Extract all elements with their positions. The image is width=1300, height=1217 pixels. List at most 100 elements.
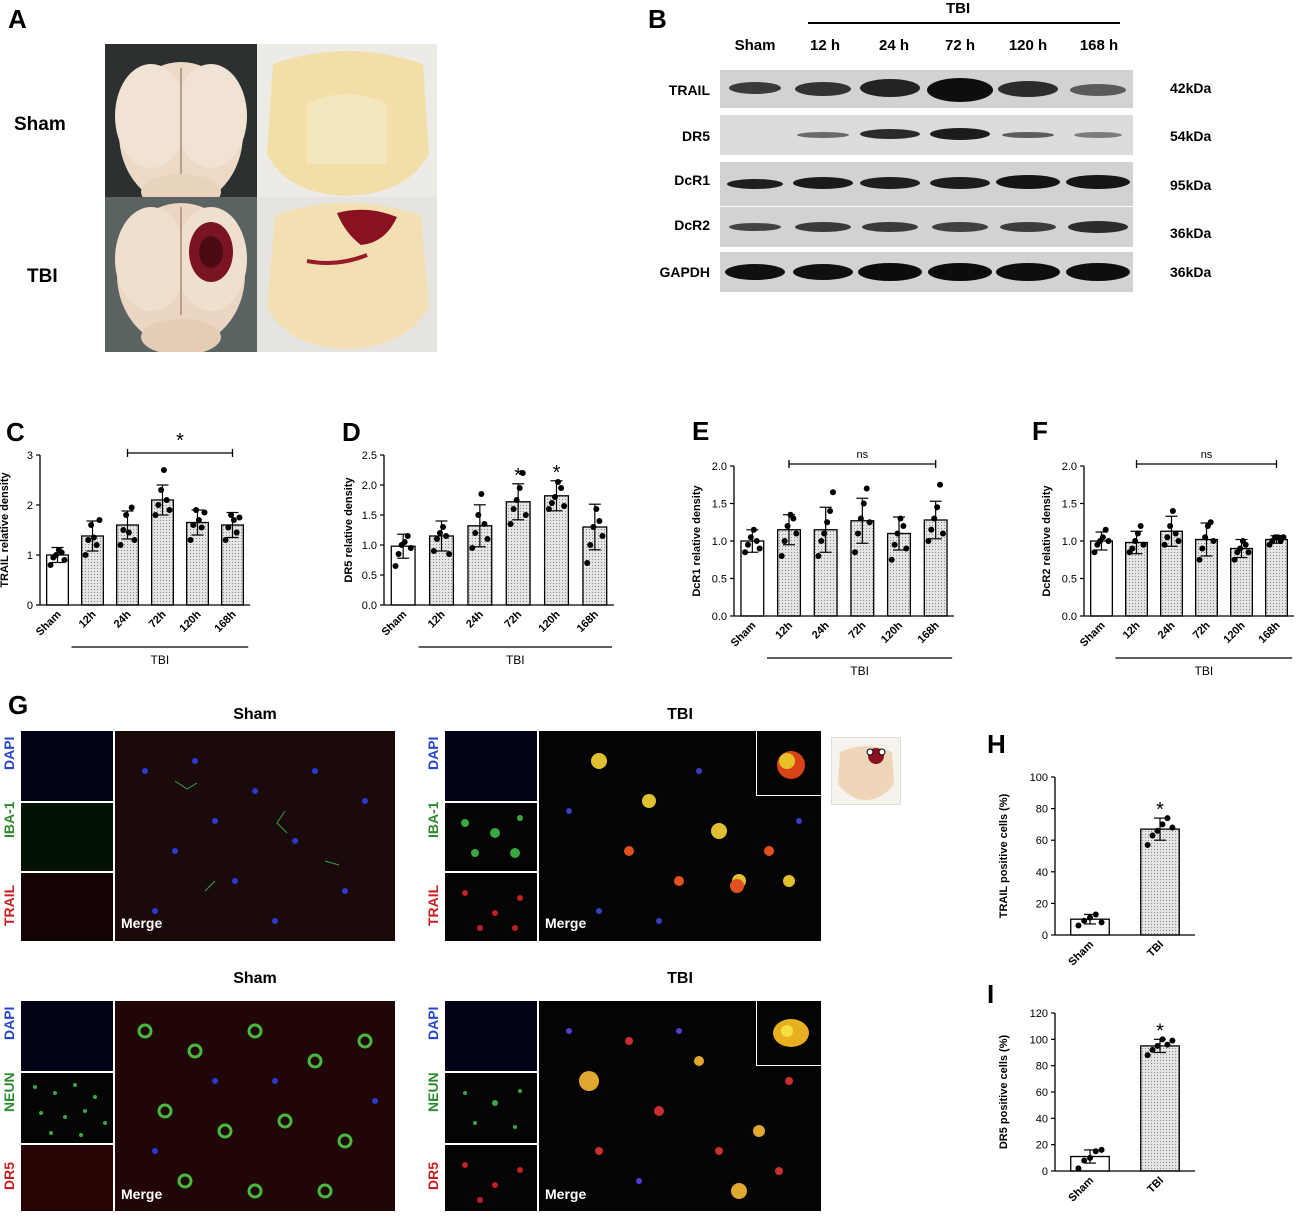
data-point (125, 529, 132, 536)
chart-e: E 0.0 0.5 1.0 1.5 2.0 DcR1 relative density Sha… (691, 416, 954, 678)
data-point (555, 479, 562, 485)
data-point (198, 524, 205, 531)
data-point (201, 509, 208, 516)
channel-label-dapi: DAPI (425, 1006, 441, 1040)
merge-label: Merge (545, 915, 587, 931)
data-point (484, 536, 491, 542)
data-point (854, 530, 861, 537)
y-tick-label: 80 (1036, 804, 1048, 816)
cell-dots (142, 758, 368, 924)
y-tick-label: 80 (1036, 1061, 1048, 1073)
data-point (436, 530, 443, 536)
data-point (395, 551, 402, 557)
micrograph-tbi-iba1 (444, 802, 538, 872)
data-point (222, 537, 229, 543)
data-point (852, 549, 859, 556)
data-point (90, 534, 97, 541)
data-point (1137, 523, 1144, 529)
data-point (827, 508, 834, 514)
data-point (747, 534, 754, 541)
data-point (860, 500, 867, 507)
group-label: TBI (850, 664, 869, 678)
chart-f: F 0.0 0.5 1.0 1.5 2.0 DcR2 relative density Sha… (1032, 416, 1294, 678)
title-top-right-tbi: TBI (667, 706, 693, 723)
data-point (510, 506, 517, 512)
data-point (596, 518, 603, 524)
data-point (866, 519, 873, 526)
data-point (815, 553, 822, 559)
data-point (1237, 545, 1244, 552)
x-tick-label: Sham (1066, 1174, 1096, 1204)
lane-label-sham: Sham (734, 37, 776, 54)
y-tick-label: 100 (1030, 772, 1048, 784)
data-point (1087, 914, 1093, 921)
micrograph-sham-iba1 (20, 802, 114, 872)
data-point (1199, 545, 1206, 552)
x-tick-label: Sham (1078, 619, 1108, 649)
x-tick-label: 120h (879, 619, 905, 645)
data-point (82, 552, 89, 558)
panel-label-h: H (987, 729, 1006, 759)
channel-label-dapi: DAPI (425, 736, 441, 770)
blot-label-dcr1: DcR1 (674, 172, 710, 188)
data-point (131, 537, 138, 543)
data-point (469, 545, 476, 551)
blot-strip-gapdh (720, 252, 1133, 292)
data-point (1075, 922, 1082, 929)
data-point (793, 530, 800, 537)
blot-strip-dcr2 (720, 207, 1133, 247)
micrograph-sham-trail (20, 872, 114, 942)
sig-star: * (553, 462, 561, 484)
data-point (790, 515, 797, 522)
x-tick-label: 120h (177, 608, 203, 634)
x-tick-label: 72h (847, 619, 869, 641)
data-point (821, 530, 828, 537)
sig-star: * (1156, 799, 1164, 821)
data-point (829, 489, 836, 496)
data-point (430, 548, 437, 554)
x-tick-label: 72h (502, 608, 524, 630)
data-point (784, 523, 791, 529)
title-bottom-left-sham: Sham (233, 970, 277, 987)
brain-slice-thumbnail (831, 737, 901, 805)
data-point (590, 524, 597, 530)
data-point (1169, 1037, 1176, 1044)
data-point (233, 529, 240, 536)
panel-label-d: D (342, 417, 361, 447)
x-tick-label: 24h (810, 619, 832, 641)
data-point (522, 512, 529, 518)
data-point (1207, 519, 1214, 526)
micrograph-tbi-dr5 (444, 1144, 538, 1212)
micrograph-sham-dapi (20, 730, 114, 802)
data-point (1154, 827, 1161, 834)
data-point (1196, 556, 1203, 563)
channel-label-neun: NEUN (1, 1072, 17, 1112)
x-tick-label: 168h (212, 608, 238, 634)
y-tick-label: 1.0 (362, 540, 377, 552)
y-tick-label: 2.0 (712, 461, 727, 473)
y-tick-label: 0.5 (362, 570, 377, 582)
panel-label-e: E (692, 416, 709, 446)
data-point (894, 530, 901, 537)
data-point (513, 497, 520, 503)
data-point (750, 526, 757, 533)
data-point (900, 523, 907, 529)
data-point (897, 515, 904, 522)
data-point (190, 522, 197, 528)
data-point (781, 538, 788, 544)
data-point (1164, 1041, 1171, 1048)
row-label-tbi: TBI (27, 266, 58, 287)
panel-label-f: F (1032, 416, 1048, 446)
micrograph-tbi-dapi (444, 1000, 538, 1072)
y-tick-label: 1.5 (1062, 499, 1077, 511)
lane-label-24h: 24 h (878, 37, 909, 54)
y-tick-label: 20 (1036, 1140, 1048, 1152)
data-point (593, 506, 600, 512)
y-tick-label: 120 (1030, 1008, 1048, 1020)
blot-kda-dcr2: 36kDa (1170, 225, 1212, 241)
x-tick-label: 168h (916, 619, 942, 645)
bar-tbi (1140, 1045, 1180, 1172)
data-point (1164, 815, 1171, 822)
blot-strip-dr5 (720, 115, 1133, 155)
data-point (1154, 1042, 1161, 1049)
